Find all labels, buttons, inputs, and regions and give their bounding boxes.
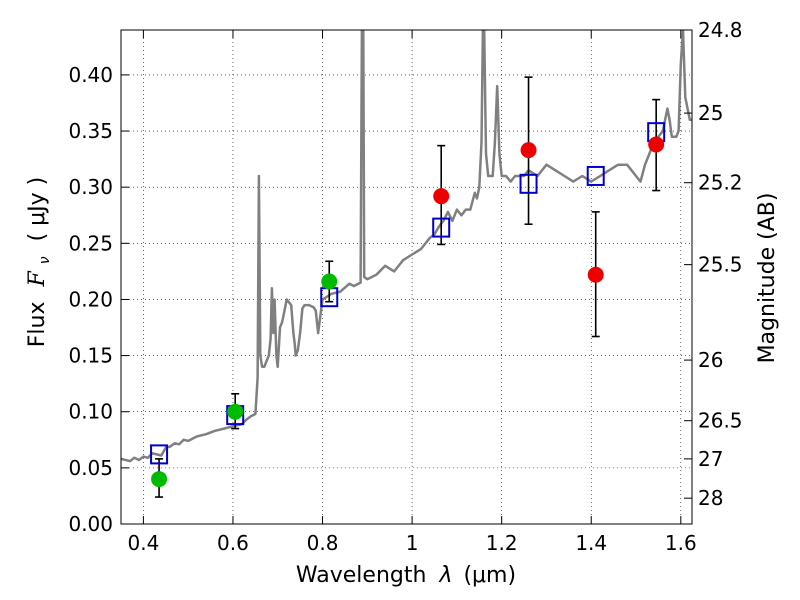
y-axis-title: Flux F ν ( μJy )	[25, 177, 55, 348]
y-tick-label: 0.25	[68, 231, 113, 255]
model-flux-square	[519, 173, 538, 194]
grid-lines	[121, 30, 692, 525]
circle-marker-layer	[151, 136, 665, 488]
x-tick-label: 1.2	[486, 531, 518, 555]
y2-axis: 24.8 25 25.2 25.5 26 26.5 27 28	[684, 18, 743, 510]
x-axis: 0.4 0.6 0.8 1 1.2 1.4 1.6	[127, 30, 697, 555]
y2-tick-label: 28	[698, 486, 723, 510]
y-tick-label: 0.15	[68, 344, 113, 368]
model-flux-square	[150, 444, 169, 465]
x-tick-label: 0.4	[127, 531, 159, 555]
photometry-point	[151, 471, 168, 488]
x-tick-label: 1	[406, 531, 419, 555]
x-tick-label: 1.6	[665, 531, 697, 555]
y-tick-label: 0.10	[68, 400, 113, 424]
y-axis: 0.00 0.05 0.10 0.15 0.20 0.25 0.30 0.35 0.40	[68, 63, 129, 536]
x-tick-label: 1.4	[575, 531, 607, 555]
model-flux-square	[432, 217, 451, 238]
y-tick-label: 0.30	[68, 175, 113, 199]
y2-tick-label: 25.2	[698, 171, 743, 195]
photometry-point	[648, 136, 665, 153]
photometry-point	[520, 142, 537, 159]
y-tick-label: 0.40	[68, 63, 113, 87]
x-axis-title: Wavelength λ (μm)	[296, 563, 516, 588]
photometry-point	[227, 403, 244, 420]
errorbar-layer	[155, 76, 661, 498]
x-tick-label: 0.8	[307, 531, 339, 555]
spectrum-layer	[121, 30, 692, 463]
photometry-point	[321, 273, 338, 290]
y2-tick-label: 25	[698, 101, 723, 125]
y2-tick-label: 27	[698, 447, 723, 471]
y-tick-label: 0.05	[68, 456, 113, 480]
y2-axis-title: Magnitude (AB)	[755, 193, 780, 364]
x-tick-label: 0.6	[217, 531, 249, 555]
y2-tick-label: 26	[698, 348, 723, 372]
photometry-point	[587, 266, 604, 283]
model-flux-square	[586, 165, 605, 186]
y-tick-label: 0.20	[68, 287, 113, 311]
y-tick-label: 0.35	[68, 119, 113, 143]
plot-frame	[120, 29, 693, 525]
spectrum-line	[121, 30, 692, 463]
y2-tick-label: 25.5	[698, 253, 743, 277]
y-tick-label: 0.00	[68, 512, 113, 536]
photometry-point	[433, 188, 450, 205]
y2-tick-label: 26.5	[698, 409, 743, 433]
y2-tick-label: 24.8	[698, 18, 743, 42]
